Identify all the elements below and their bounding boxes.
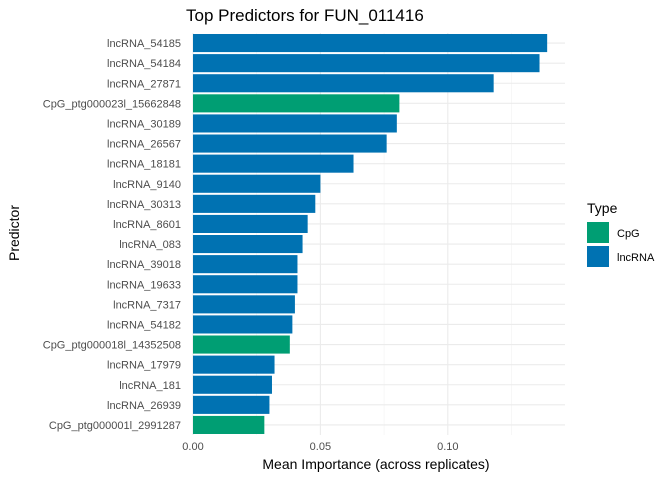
y-tick-label: lncRNA_30189 bbox=[107, 118, 181, 130]
legend-title: Type bbox=[587, 200, 618, 216]
legend-key-lncrna bbox=[587, 246, 609, 267]
legend-label-lncrna: lncRNA bbox=[617, 252, 655, 264]
bar-lncrna-181 bbox=[193, 375, 272, 394]
bar-lncrna-18181 bbox=[193, 154, 354, 173]
y-axis-title: Predictor bbox=[6, 205, 22, 261]
y-tick-label: lncRNA_54182 bbox=[107, 319, 181, 331]
y-tick-label: CpG_ptg000001l_2991287 bbox=[49, 420, 181, 432]
y-tick-label: lncRNA_083 bbox=[119, 239, 181, 251]
bar-lncrna-30313 bbox=[193, 194, 316, 213]
x-axis: 0.00 0.05 0.10 bbox=[182, 441, 458, 453]
x-axis-title: Mean Importance (across replicates) bbox=[262, 456, 489, 472]
bar-lncrna-54182 bbox=[193, 315, 293, 334]
y-tick-label: CpG_ptg000023l_15662848 bbox=[43, 98, 181, 110]
y-tick-label: lncRNA_18181 bbox=[107, 159, 181, 171]
y-tick-label: lncRNA_181 bbox=[119, 380, 181, 392]
plot-panel bbox=[192, 33, 565, 435]
y-tick-label: lncRNA_19633 bbox=[107, 279, 181, 291]
y-tick-label: lncRNA_26567 bbox=[107, 139, 181, 151]
bar-lncrna-39018 bbox=[193, 255, 298, 274]
bar-lncrna-17979 bbox=[193, 355, 275, 374]
legend-key-cpg bbox=[587, 222, 609, 243]
gridlines bbox=[192, 33, 565, 435]
bar-lncrna-19633 bbox=[193, 275, 298, 294]
y-tick-label: lncRNA_54185 bbox=[107, 38, 181, 50]
legend: Type CpG lncRNA bbox=[587, 200, 655, 267]
chart-title: Top Predictors for FUN_011416 bbox=[186, 6, 424, 25]
bar-lncrna-083 bbox=[193, 235, 303, 254]
y-tick-label: lncRNA_27871 bbox=[107, 78, 181, 90]
legend-label-cpg: CpG bbox=[617, 228, 640, 240]
x-tick-label: 0.05 bbox=[310, 441, 331, 453]
y-tick-label: lncRNA_8601 bbox=[113, 219, 181, 231]
x-tick-label: 0.10 bbox=[437, 441, 458, 453]
bar-lncrna-8601 bbox=[193, 214, 308, 233]
bar-lncrna-7317 bbox=[193, 295, 295, 314]
y-tick-label: lncRNA_26939 bbox=[107, 400, 181, 412]
bar-lncrna-27871 bbox=[193, 74, 494, 93]
y-tick-label: lncRNA_39018 bbox=[107, 259, 181, 271]
bar-lncrna-26939 bbox=[193, 395, 270, 414]
y-tick-label: lncRNA_54184 bbox=[107, 58, 181, 70]
bar-lncrna-30189 bbox=[193, 114, 397, 133]
y-tick-label: lncRNA_17979 bbox=[107, 360, 181, 372]
bars bbox=[193, 34, 548, 434]
y-tick-label: lncRNA_9140 bbox=[113, 179, 181, 191]
bar-lncrna-54185 bbox=[193, 34, 548, 53]
bar-cpg-ptg000018l-14352508 bbox=[193, 335, 290, 354]
bar-lncrna-26567 bbox=[193, 134, 387, 153]
x-tick-label: 0.00 bbox=[182, 441, 203, 453]
legend-entries: CpG lncRNA bbox=[587, 222, 655, 267]
bar-cpg-ptg000023l-15662848 bbox=[193, 94, 400, 113]
bar-cpg-ptg000001l-2991287 bbox=[193, 415, 265, 434]
y-tick-label: lncRNA_7317 bbox=[113, 299, 181, 311]
y-tick-label: CpG_ptg000018l_14352508 bbox=[43, 340, 181, 352]
bar-lncrna-54184 bbox=[193, 54, 540, 73]
y-tick-label: lncRNA_30313 bbox=[107, 199, 181, 211]
y-axis: lncRNA_54185 lncRNA_54184 lncRNA_27871 CpG_… bbox=[43, 38, 181, 432]
bar-lncrna-9140 bbox=[193, 174, 321, 193]
